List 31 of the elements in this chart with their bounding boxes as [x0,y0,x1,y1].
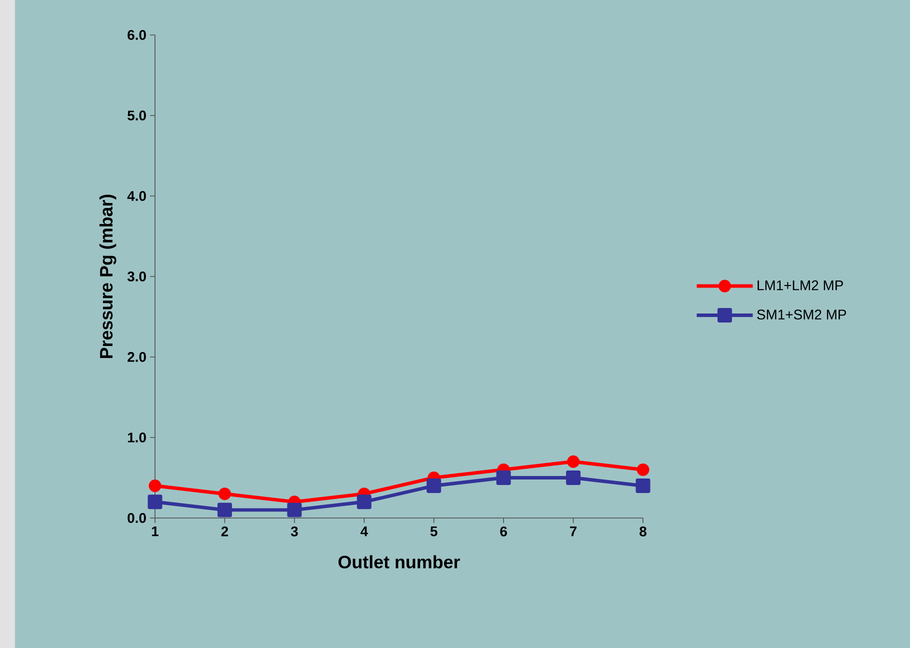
point [636,463,650,476]
point [287,502,302,518]
x-tick-label: 8 [640,526,646,536]
x-tick-label: 7 [570,526,577,536]
y-tick-label: 1.0 [128,432,146,442]
point [218,488,231,500]
y-tick-label: 5.0 [128,110,146,120]
point [566,470,581,485]
legend-label: LM1+LM2 MP [758,280,843,290]
y-tick-label: 4.0 [127,191,146,201]
y-axis-title: Pressure Pg (mbar) [99,194,116,358]
point [217,502,232,518]
legend-label: SM1+SM2 MP [757,310,846,320]
point [356,494,372,510]
x-tick-label: 6 [500,526,507,536]
point [636,478,650,494]
x-axis-title: Outlet number [338,555,460,568]
y-tick-label: 3.0 [127,272,146,282]
x-tick-label: 3 [290,526,298,536]
point [567,455,580,468]
x-tick-label: 4 [360,526,368,536]
point [496,470,511,485]
point [426,478,442,494]
x-tick-label: 5 [430,526,438,536]
x-tick-label: 2 [221,526,228,536]
y-tick-label: 0.0 [128,513,146,523]
point [148,494,162,510]
point [148,480,162,492]
y-tick-label: 6.0 [128,30,146,40]
x-tick-label: 1 [152,526,159,536]
y-tick-label: 2.0 [128,352,146,362]
